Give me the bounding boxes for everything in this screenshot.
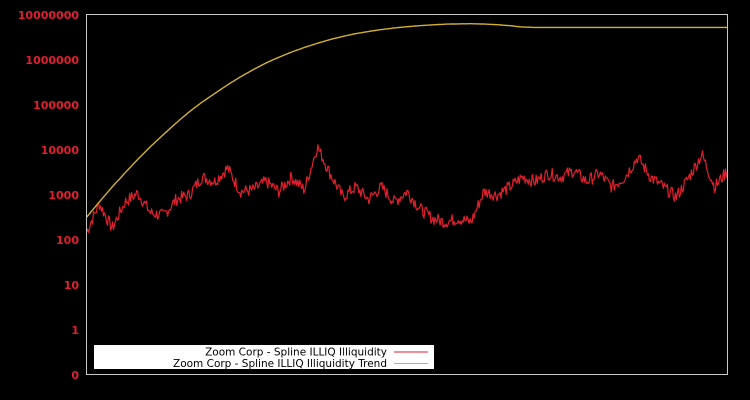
plot-frame — [86, 14, 728, 375]
legend-label-illiquidity-trend: Zoom Corp - Spline ILLIQ Illiquidity Tre… — [173, 358, 387, 370]
y-tick-label: 100000 — [33, 99, 79, 112]
legend-box — [94, 345, 434, 369]
y-tick-label: 100 — [56, 234, 79, 247]
y-tick-label: 10000 — [41, 144, 80, 157]
y-tick-label: 10 — [64, 279, 80, 292]
y-tick-label: 1000000 — [25, 54, 79, 67]
legend: Zoom Corp - Spline ILLIQ Illiquidity Zoo… — [94, 345, 434, 370]
y-tick-label: 10000000 — [18, 9, 80, 22]
y-tick-label: 1 — [71, 324, 79, 337]
illiquidity-trend-line — [85, 23, 728, 218]
plot-series — [85, 23, 729, 233]
legend-label-illiquidity: Zoom Corp - Spline ILLIQ Illiquidity — [205, 347, 387, 359]
y-tick-label: 0 — [71, 369, 79, 382]
illiquidity-line — [85, 144, 729, 233]
y-tick-label: 1000 — [48, 189, 79, 202]
